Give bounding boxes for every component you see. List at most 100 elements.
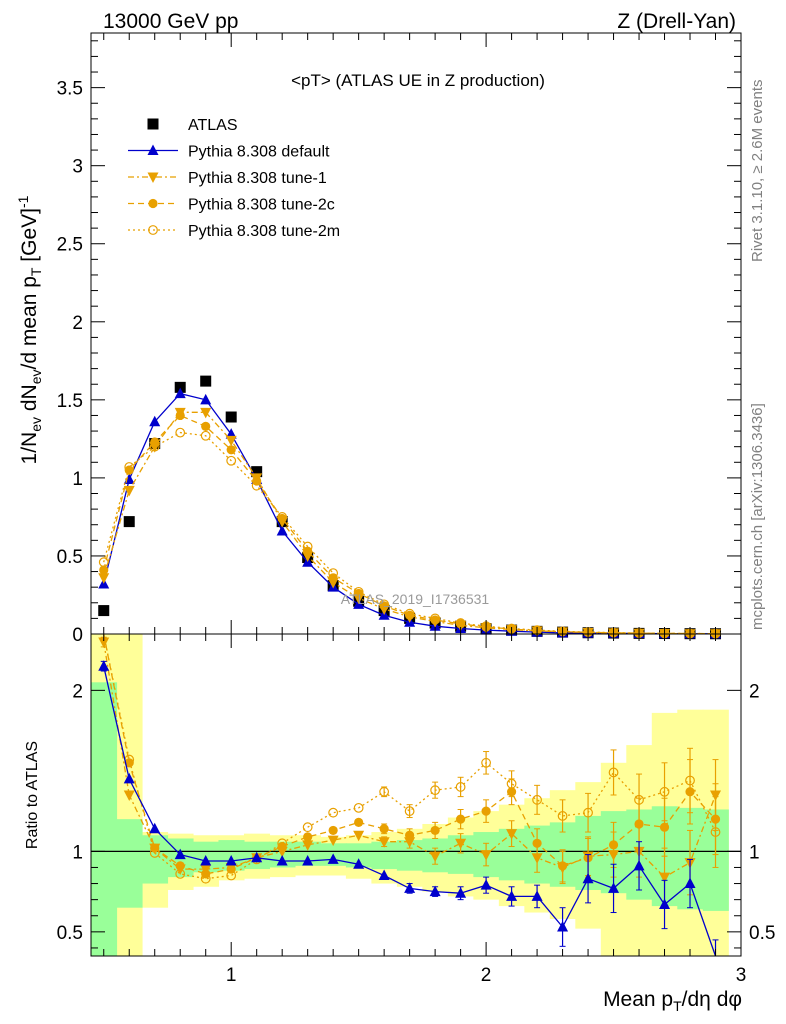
legend-item-pythia-8-308-tune-2c: Pythia 8.308 tune-2c bbox=[128, 197, 335, 214]
ratio-point-pythia-8-308-tune-2c bbox=[124, 758, 134, 768]
ratio-point-pythia-8-308-tune-2m bbox=[506, 778, 517, 789]
ratio-y-tick-label-left: 0.5 bbox=[57, 923, 83, 944]
ratio-point-pythia-8-308-tune-1 bbox=[327, 835, 339, 847]
point-atlas bbox=[251, 466, 263, 478]
legend-label: ATLAS bbox=[188, 117, 238, 134]
ratio-point-pythia-8-308-tune-2m bbox=[557, 811, 568, 821]
ratio-point-pythia-8-308-tune-1 bbox=[302, 840, 314, 851]
ratio-point-pythia-8-308-tune-2c bbox=[328, 825, 338, 836]
ratio-point-pythia-8-308-tune-2m bbox=[710, 827, 721, 837]
main-frame: 0 0.5 1 1.5 2 2.5 3 3.5 bbox=[57, 32, 742, 646]
ratio-point-pythia-8-308-default bbox=[557, 921, 569, 932]
ratio-point-pythia-8-308-default bbox=[123, 772, 135, 784]
point-pythia-8-308-tune-2m bbox=[430, 613, 441, 624]
ratio-point-pythia-8-308-tune-2c bbox=[456, 814, 466, 824]
ratio-point-pythia-8-308-default bbox=[149, 822, 161, 834]
point-pythia-8-308-tune-2m bbox=[175, 427, 186, 438]
ratio-point-pythia-8-308-tune-2m bbox=[481, 757, 491, 768]
ratio-point-pythia-8-308-tune-2m bbox=[226, 870, 237, 881]
legend-marker bbox=[148, 198, 158, 209]
point-pythia-8-308-tune-2c bbox=[175, 410, 185, 421]
ratio-point-pythia-8-308-tune-2c bbox=[277, 841, 287, 852]
point-atlas bbox=[123, 516, 135, 528]
point-pythia-8-308-default bbox=[149, 415, 161, 427]
point-atlas bbox=[225, 411, 237, 423]
ratio-point-pythia-8-308-default bbox=[200, 855, 212, 866]
ratio-point-pythia-8-308-tune-2m bbox=[430, 785, 441, 796]
point-pythia-8-308-tune-2m bbox=[328, 568, 339, 579]
legend-marker bbox=[147, 172, 159, 183]
plot-title: <pT> (ATLAS UE in Z production) bbox=[291, 71, 545, 90]
point-atlas bbox=[98, 605, 110, 617]
legend-item-pythia-8-308-default: Pythia 8.308 default bbox=[128, 144, 330, 161]
ratio-point-pythia-8-308-tune-2m bbox=[328, 807, 339, 818]
main-y-tick-label: 1 bbox=[72, 469, 83, 490]
analysis-watermark: ATLAS_2019_I1736531 bbox=[341, 591, 490, 607]
ratio-point-pythia-8-308-tune-2c bbox=[430, 825, 440, 836]
ratio-series-pythia-8-308-tune-2c bbox=[100, 633, 721, 883]
point-atlas bbox=[200, 375, 212, 387]
ratio-point-pythia-8-308-tune-2m bbox=[634, 794, 644, 805]
ratio-point-pythia-8-308-tune-2m bbox=[532, 794, 542, 805]
ratio-point-pythia-8-308-tune-1 bbox=[455, 838, 467, 850]
ratio-series-pythia-8-308-default bbox=[98, 660, 719, 957]
legend-label: Pythia 8.308 tune-1 bbox=[188, 170, 327, 187]
band-inner-bin bbox=[141, 835, 169, 884]
point-pythia-8-308-tune-2m bbox=[149, 441, 160, 452]
mcplots-label: mcplots.cern.ch [arXiv:1306.3436] bbox=[749, 403, 766, 630]
ratio-point-pythia-8-308-default bbox=[98, 660, 110, 671]
ratio-point-pythia-8-308-tune-2m bbox=[277, 838, 288, 849]
header-process: 13000 GeV pp bbox=[103, 10, 238, 33]
ratio-point-pythia-8-308-tune-2m bbox=[149, 848, 160, 858]
ratio-point-pythia-8-308-tune-1 bbox=[98, 637, 110, 649]
point-pythia-8-308-default bbox=[276, 524, 288, 536]
x-axis-label: Mean pT/dη dφ bbox=[603, 988, 742, 1014]
ratio-point-pythia-8-308-default bbox=[225, 855, 237, 866]
ratio-point-pythia-8-308-tune-2c bbox=[532, 838, 542, 848]
ratio-point-pythia-8-308-tune-1 bbox=[353, 830, 365, 842]
point-pythia-8-308-tune-2m bbox=[124, 462, 135, 472]
ratio-point-pythia-8-308-tune-2m bbox=[455, 782, 466, 792]
main-y-tick-label: 0 bbox=[72, 625, 83, 646]
ratio-point-pythia-8-308-tune-2m bbox=[175, 868, 186, 879]
ratio-point-pythia-8-308-default bbox=[404, 882, 416, 893]
legend-marker bbox=[148, 225, 158, 235]
ratio-point-pythia-8-308-tune-2c bbox=[303, 832, 313, 842]
ratio-point-pythia-8-308-default bbox=[608, 882, 620, 893]
main-y-tick-label: 3.5 bbox=[57, 79, 83, 100]
main-y-tick-label: 1.5 bbox=[57, 391, 83, 412]
band-inner-bin bbox=[91, 682, 118, 956]
point-pythia-8-308-tune-1 bbox=[200, 407, 212, 419]
ratio-point-pythia-8-308-tune-2m bbox=[685, 775, 695, 786]
ratio-series-pythia-8-308-tune-2m bbox=[100, 633, 721, 884]
ratio-point-pythia-8-308-tune-2m bbox=[379, 786, 390, 797]
ratio-point-pythia-8-308-default bbox=[455, 887, 467, 898]
ratio-point-pythia-8-308-default bbox=[480, 879, 492, 890]
ratio-point-pythia-8-308-tune-2c bbox=[379, 824, 389, 834]
point-pythia-8-308-default bbox=[200, 393, 212, 405]
legend-marker bbox=[147, 144, 159, 155]
ratio-point-pythia-8-308-tune-2c bbox=[175, 861, 185, 871]
ratio-point-pythia-8-308-tune-2c bbox=[405, 830, 415, 840]
point-pythia-8-308-tune-2c bbox=[226, 445, 236, 455]
ratio-y-axis-label: Ratio to ATLAS bbox=[24, 741, 41, 849]
band-inner-bin bbox=[116, 819, 143, 908]
point-pythia-8-308-tune-2m bbox=[302, 541, 313, 552]
ratio-point-pythia-8-308-default bbox=[684, 877, 696, 889]
legend-label: Pythia 8.308 tune-2m bbox=[188, 223, 340, 240]
point-atlas bbox=[174, 381, 186, 393]
ratio-point-pythia-8-308-default bbox=[353, 858, 365, 869]
ratio-point-pythia-8-308-default bbox=[378, 869, 390, 880]
main-y-tick-label: 2 bbox=[72, 313, 83, 334]
ratio-point-pythia-8-308-default bbox=[174, 848, 186, 860]
ratio-y-tick-label-right: 1 bbox=[749, 842, 760, 863]
main-y-tick-label: 0.5 bbox=[57, 547, 83, 568]
ratio-point-pythia-8-308-tune-2m bbox=[659, 786, 670, 797]
ratio-point-pythia-8-308-default bbox=[659, 898, 671, 909]
legend-label: Pythia 8.308 tune-2c bbox=[188, 197, 335, 214]
legend: ATLAS Pythia 8.308 default Pythia 8.308 tu… bbox=[128, 117, 340, 240]
point-pythia-8-308-tune-2c bbox=[201, 421, 211, 431]
ratio-point-pythia-8-308-tune-2c bbox=[557, 861, 568, 871]
point-pythia-8-308-tune-2c bbox=[456, 619, 466, 629]
legend-item-pythia-8-308-tune-1: Pythia 8.308 tune-1 bbox=[128, 170, 327, 187]
